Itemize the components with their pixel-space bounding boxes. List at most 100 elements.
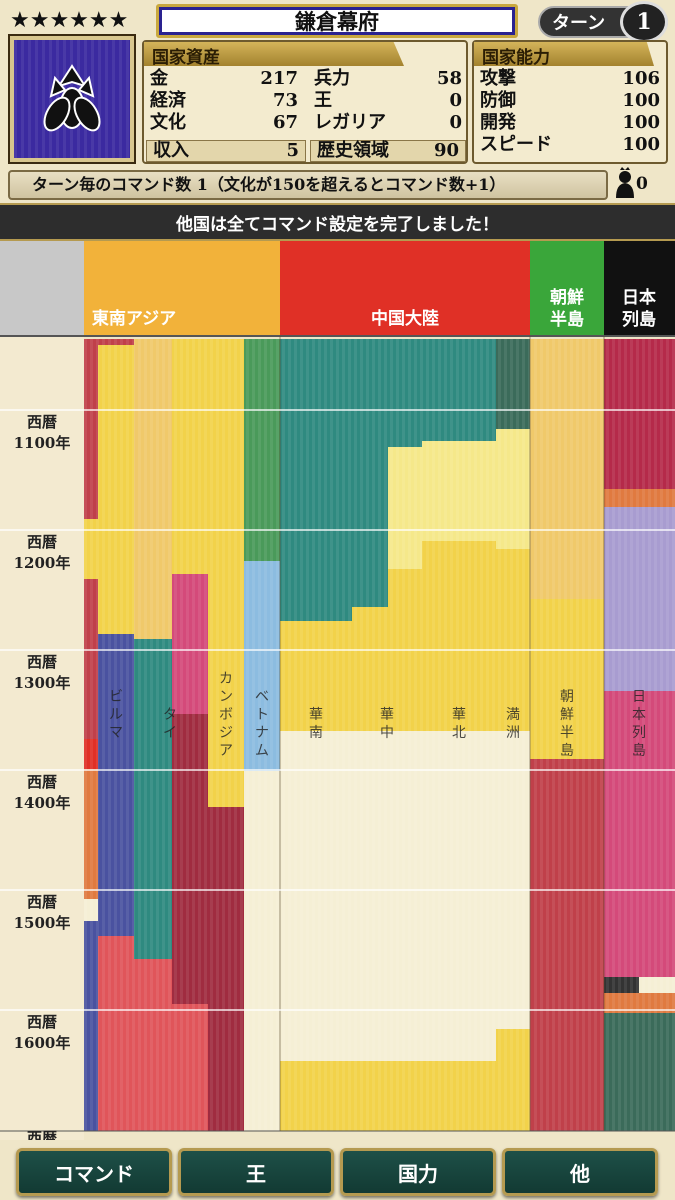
- label-manchuria: 満洲: [506, 707, 520, 741]
- income-value: 5: [286, 140, 299, 161]
- ability-label: 攻撃: [480, 68, 516, 89]
- svg-text:鮮: 鮮: [560, 707, 574, 723]
- region-label-korea-top: 朝鮮: [550, 287, 584, 308]
- label-south-china: 華南: [309, 707, 323, 741]
- svg-text:本: 本: [632, 707, 646, 723]
- svg-text:満: 満: [506, 707, 520, 723]
- svg-text:カ: カ: [219, 671, 233, 687]
- year-label: 1100年: [14, 434, 71, 452]
- svg-text:ア: ア: [219, 743, 233, 759]
- asset-value: 67: [272, 112, 298, 133]
- history-label: 歴史領域: [317, 140, 389, 161]
- other-button[interactable]: 他: [502, 1148, 658, 1196]
- history-value: 90: [433, 140, 459, 161]
- ability-value: 100: [622, 134, 660, 155]
- history-map-chart[interactable]: 東南アジア 中国大陸 朝鮮 半島 日本 列島: [0, 241, 675, 1141]
- year-label: 西暦: [27, 413, 57, 431]
- ability-value: 106: [622, 68, 660, 89]
- region-header-southeast-asia[interactable]: [84, 241, 280, 336]
- income-box: 収入 5: [146, 140, 306, 162]
- svg-text:ビ: ビ: [109, 689, 123, 705]
- svg-text:ム: ム: [255, 743, 269, 759]
- svg-text:ト: ト: [255, 707, 269, 723]
- svg-text:洲: 洲: [506, 725, 520, 741]
- ability-label: 防御: [480, 90, 516, 111]
- asset-label: 王: [314, 90, 332, 111]
- year-label: 1400年: [14, 794, 71, 812]
- year-label: 1200年: [14, 554, 71, 572]
- ability-value: 100: [622, 90, 660, 111]
- year-label: 1500年: [14, 914, 71, 932]
- assets-left-column: 金 217 経済 73 文化 67: [144, 68, 304, 134]
- region-label-japan-bottom: 列島: [622, 309, 656, 330]
- year-label: 西暦: [27, 533, 57, 551]
- king-count: 0: [636, 174, 648, 194]
- turn-number: 1: [620, 1, 668, 43]
- asset-label: 経済: [150, 90, 186, 111]
- region-header-korea[interactable]: [530, 241, 604, 336]
- ability-label: 開発: [480, 112, 516, 133]
- svg-text:マ: マ: [109, 725, 123, 741]
- svg-text:北: 北: [452, 725, 466, 741]
- texture-overlay: [84, 339, 675, 1131]
- command-count-info: ターン毎のコマンド数 1（文化が150を超えるとコマンド数+1）: [8, 170, 608, 200]
- svg-text:朝: 朝: [560, 689, 574, 705]
- rank-stars: ★★★★★★: [10, 8, 129, 33]
- region-label-china: 中国大陸: [371, 308, 439, 329]
- year-label: 1300年: [14, 674, 71, 692]
- svg-text:イ: イ: [163, 725, 177, 741]
- asset-value: 217: [260, 68, 298, 89]
- clan-crest: [8, 34, 136, 164]
- svg-text:ベ: ベ: [255, 689, 269, 705]
- asset-label: 兵力: [314, 68, 350, 89]
- label-north-china: 華北: [452, 707, 466, 741]
- label-central-china: 華中: [380, 707, 394, 741]
- svg-text:タ: タ: [163, 707, 177, 723]
- svg-text:華: 華: [452, 707, 466, 723]
- year-label: 西暦: [27, 893, 57, 911]
- region-header-japan[interactable]: [604, 241, 675, 336]
- svg-text:ナ: ナ: [255, 725, 269, 741]
- svg-text:日: 日: [632, 689, 646, 705]
- ability-value: 100: [622, 112, 660, 133]
- gentian-crest-icon: [43, 64, 101, 132]
- income-label: 収入: [153, 140, 189, 161]
- asset-value: 58: [436, 68, 462, 89]
- svg-text:ジ: ジ: [219, 725, 233, 741]
- asset-value: 73: [272, 90, 298, 111]
- country-name: 鎌倉幕府: [162, 9, 512, 34]
- svg-text:ン: ン: [219, 689, 233, 705]
- region-label-korea-bottom: 半島: [550, 309, 584, 330]
- svg-text:島: 島: [560, 743, 574, 759]
- svg-text:列: 列: [632, 725, 646, 741]
- assets-heading: 国家資産: [144, 42, 404, 66]
- region-label-southeast-asia: 東南アジア: [92, 308, 176, 329]
- national-assets-panel: 国家資産 金 217 経済 73 文化 67 兵力 58 王 0 レガリア 0 収入 5 歴史…: [142, 40, 468, 164]
- country-name-plate: 鎌倉幕府: [156, 4, 518, 38]
- national-power-button[interactable]: 国力: [340, 1148, 496, 1196]
- king-button[interactable]: 王: [178, 1148, 334, 1196]
- year-label: 西暦: [27, 1129, 57, 1141]
- national-abilities-panel: 国家能力 攻撃 106 防御 100 開発 100 スピード 100: [472, 40, 668, 164]
- svg-text:ル: ル: [109, 707, 123, 723]
- asset-label: 文化: [150, 112, 186, 133]
- king-silhouette-icon: [616, 167, 634, 198]
- year-label: 1600年: [14, 1034, 71, 1052]
- label-thailand: タイ: [163, 707, 177, 741]
- turn-label: ターン: [552, 13, 606, 34]
- ability-label: スピード: [480, 134, 552, 155]
- svg-text:半: 半: [560, 725, 574, 741]
- svg-text:華: 華: [380, 707, 394, 723]
- command-button[interactable]: コマンド: [16, 1148, 172, 1196]
- svg-text:島: 島: [632, 743, 646, 759]
- status-banner: 他国は全てコマンド設定を完了しました！: [0, 203, 675, 241]
- year-label: 西暦: [27, 1013, 57, 1031]
- assets-right-column: 兵力 58 王 0 レガリア 0: [308, 68, 468, 134]
- region-header-china[interactable]: [280, 241, 530, 336]
- asset-value: 0: [449, 112, 462, 133]
- corner-cell: [0, 241, 84, 336]
